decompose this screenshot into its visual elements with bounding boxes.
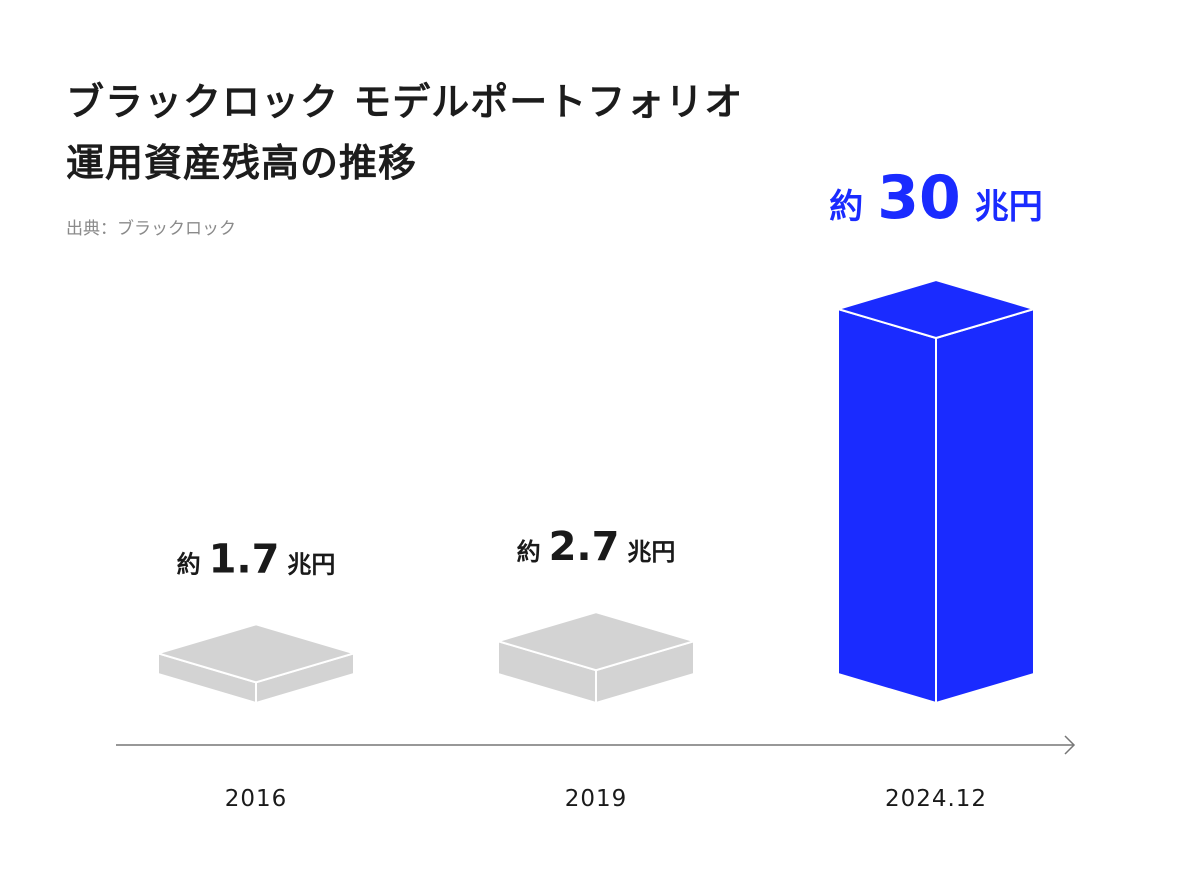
bar-top-face <box>157 623 355 684</box>
value-prefix: 約 <box>517 538 541 566</box>
bar-2019 <box>497 611 695 704</box>
source-note: 出典：ブラックロック <box>66 219 236 239</box>
value-number: 1.7 <box>209 536 280 582</box>
value-number: 30 <box>877 163 961 233</box>
bar-top-face <box>837 279 1035 339</box>
value-label: 約 2.7 兆円 <box>517 524 676 570</box>
bar-2024.12 <box>837 279 1035 704</box>
bar-2016 <box>157 623 355 704</box>
x-tick-label: 2024.12 <box>885 786 987 812</box>
bar-left-face <box>837 308 937 704</box>
chart-title-line1: ブラックロック モデルポートフォリオ <box>66 80 744 124</box>
bar-top-face <box>497 611 695 672</box>
value-label: 約 1.7 兆円 <box>177 536 336 582</box>
value-unit: 兆円 <box>627 538 675 566</box>
chart-title: ブラックロック モデルポートフォリオ 運用資産残高の推移 <box>66 72 743 194</box>
value-unit: 兆円 <box>287 550 335 578</box>
chart-title-line2: 運用資産残高の推移 <box>66 141 418 185</box>
value-number: 2.7 <box>549 524 620 570</box>
x-axis-arrow-icon <box>1064 735 1076 755</box>
value-prefix: 約 <box>829 187 863 227</box>
value-prefix: 約 <box>177 550 201 578</box>
value-unit: 兆円 <box>975 187 1043 227</box>
bar-right-face <box>935 308 1035 704</box>
x-tick-label: 2016 <box>225 786 288 812</box>
x-tick-label: 2019 <box>565 786 628 812</box>
value-label: 約 30 兆円 <box>829 163 1043 233</box>
